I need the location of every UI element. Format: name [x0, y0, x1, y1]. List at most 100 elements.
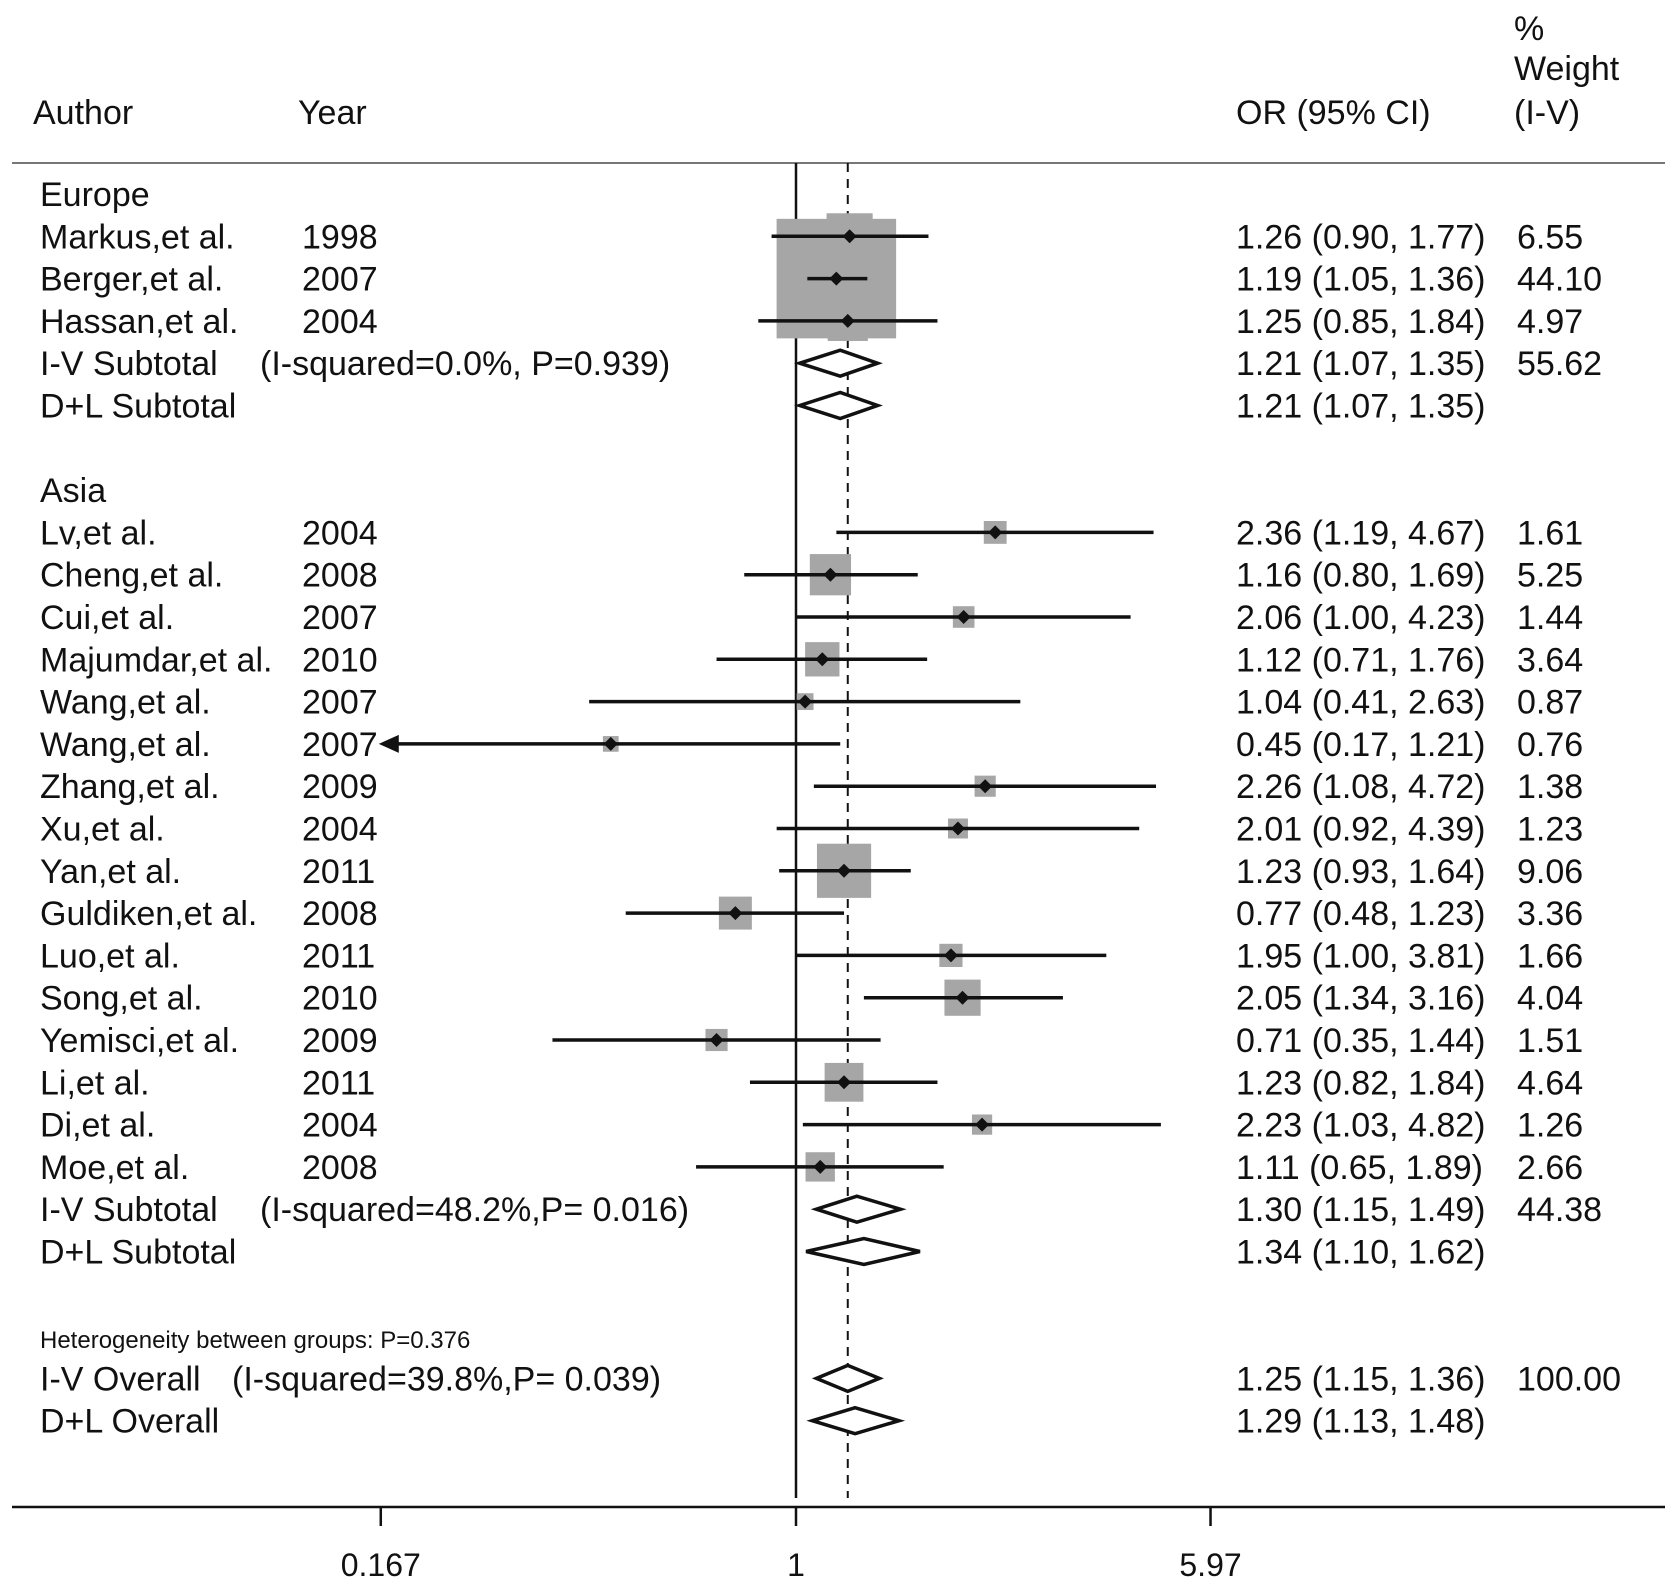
study-author: Guldiken,et al. [40, 895, 257, 933]
study-author: Zhang,et al. [40, 768, 220, 806]
point-estimate [798, 694, 813, 709]
study-weight: 4.64 [1517, 1064, 1583, 1102]
study-year: 2007 [302, 726, 378, 764]
study-or-ci: 1.25 (0.85, 1.84) [1236, 303, 1486, 341]
study-year: 2008 [302, 1149, 378, 1187]
study-year: 2011 [302, 937, 375, 975]
study-author: Markus,et al. [40, 218, 235, 256]
study-or-ci: 2.05 (1.34, 3.16) [1236, 980, 1486, 1018]
header-weight-pct: % [1514, 10, 1544, 48]
point-estimate [988, 525, 1003, 540]
summary-or-ci: 1.21 (1.07, 1.35) [1236, 388, 1486, 426]
study-author: Berger,et al. [40, 261, 223, 299]
study-or-ci: 2.26 (1.08, 4.72) [1236, 768, 1486, 806]
study-or-ci: 1.16 (0.80, 1.69) [1236, 557, 1486, 595]
summary-diamond [811, 1363, 884, 1394]
point-estimate [840, 313, 855, 328]
ci-marks [378, 229, 1161, 1436]
point-estimate [943, 948, 958, 963]
study-year: 2004 [302, 514, 378, 552]
study-author: Moe,et al. [40, 1149, 189, 1187]
header-weight-label: Weight [1514, 50, 1620, 88]
point-estimate [955, 990, 970, 1005]
summary-weight: 55.62 [1517, 345, 1602, 383]
summary-or-ci: 1.25 (1.15, 1.36) [1236, 1360, 1486, 1398]
study-or-ci: 1.11 (0.65, 1.89) [1236, 1149, 1483, 1187]
group-label: Asia [40, 472, 106, 510]
point-estimate [975, 1117, 990, 1132]
study-weight: 1.61 [1517, 514, 1583, 552]
study-year: 2008 [302, 557, 378, 595]
study-weight: 1.23 [1517, 811, 1583, 849]
point-estimate [823, 567, 838, 582]
study-or-ci: 2.01 (0.92, 4.39) [1236, 811, 1486, 849]
summary-label: I-V Overall [40, 1360, 201, 1398]
study-or-ci: 2.06 (1.00, 4.23) [1236, 599, 1486, 637]
study-year: 2010 [302, 641, 378, 679]
study-year: 2008 [302, 895, 378, 933]
summary-weight: 44.38 [1517, 1191, 1602, 1229]
study-weight: 2.66 [1517, 1149, 1583, 1187]
study-author: Majumdar,et al. [40, 641, 272, 679]
study-or-ci: 1.19 (1.05, 1.36) [1236, 261, 1486, 299]
study-year: 2009 [302, 1022, 378, 1060]
summary-or-ci: 1.21 (1.07, 1.35) [1236, 345, 1486, 383]
study-or-ci: 1.12 (0.71, 1.76) [1236, 641, 1486, 679]
point-estimate [815, 652, 830, 667]
study-weight: 6.55 [1517, 218, 1583, 256]
study-year: 2004 [302, 1107, 378, 1145]
header-author: Author [33, 94, 133, 132]
study-author: Yan,et al. [40, 853, 181, 891]
study-year: 2011 [302, 1064, 375, 1102]
summary-stat: (I-squared=0.0%, P=0.939) [260, 345, 670, 383]
study-or-ci: 0.77 (0.48, 1.23) [1236, 895, 1486, 933]
x-axis-ticks: 0.167 1 5.97 [341, 1507, 1242, 1583]
study-year: 2009 [302, 768, 378, 806]
study-weight: 44.10 [1517, 261, 1602, 299]
study-weight: 3.64 [1517, 641, 1583, 679]
study-year: 1998 [302, 218, 378, 256]
study-weight: 1.44 [1517, 599, 1583, 637]
study-or-ci: 1.23 (0.82, 1.84) [1236, 1064, 1486, 1102]
point-estimate [728, 906, 743, 921]
study-or-ci: 0.45 (0.17, 1.21) [1236, 726, 1486, 764]
point-estimate [603, 736, 618, 751]
summary-or-ci: 1.29 (1.13, 1.48) [1236, 1403, 1486, 1441]
study-year: 2007 [302, 261, 378, 299]
summary-label: I-V Subtotal [40, 1191, 218, 1229]
x-tick-label: 1 [787, 1547, 805, 1583]
study-year: 2007 [302, 684, 378, 722]
point-estimate [978, 779, 993, 794]
point-estimate [813, 1159, 828, 1174]
point-estimate [837, 1075, 852, 1090]
study-weight: 1.26 [1517, 1107, 1583, 1145]
study-author: Yemisci,et al. [40, 1022, 239, 1060]
point-estimate [956, 610, 971, 624]
heterogeneity-note: Heterogeneity between groups: P=0.376 [40, 1327, 470, 1354]
summary-diamond [806, 1405, 906, 1436]
study-year: 2010 [302, 980, 378, 1018]
point-estimate [709, 1033, 724, 1047]
point-estimate [950, 821, 965, 836]
summary-weight: 100.00 [1517, 1360, 1621, 1398]
summary-label: D+L Subtotal [40, 1234, 236, 1272]
summary-or-ci: 1.34 (1.10, 1.62) [1236, 1234, 1486, 1272]
study-weight: 1.38 [1517, 768, 1583, 806]
study-weight: 4.97 [1517, 303, 1583, 341]
study-year: 2011 [302, 853, 375, 891]
study-or-ci: 1.95 (1.00, 3.81) [1236, 937, 1486, 975]
study-year: 2004 [302, 811, 378, 849]
study-or-ci: 1.23 (0.93, 1.64) [1236, 853, 1486, 891]
summary-diamond [805, 1236, 921, 1267]
study-author: Cheng,et al. [40, 557, 223, 595]
forest-rows: Europe Markus,et al. 1998 1.26 (0.90, 1.77)… [40, 176, 1621, 1441]
summary-label: I-V Subtotal [40, 345, 218, 383]
study-author: Hassan,et al. [40, 303, 238, 341]
study-or-ci: 1.26 (0.90, 1.77) [1236, 218, 1486, 256]
study-author: Li,et al. [40, 1064, 150, 1102]
study-weight: 0.76 [1517, 726, 1583, 764]
study-weight: 5.25 [1517, 557, 1583, 595]
header-weight-method: (I-V) [1514, 94, 1580, 132]
study-weight: 1.66 [1517, 937, 1583, 975]
